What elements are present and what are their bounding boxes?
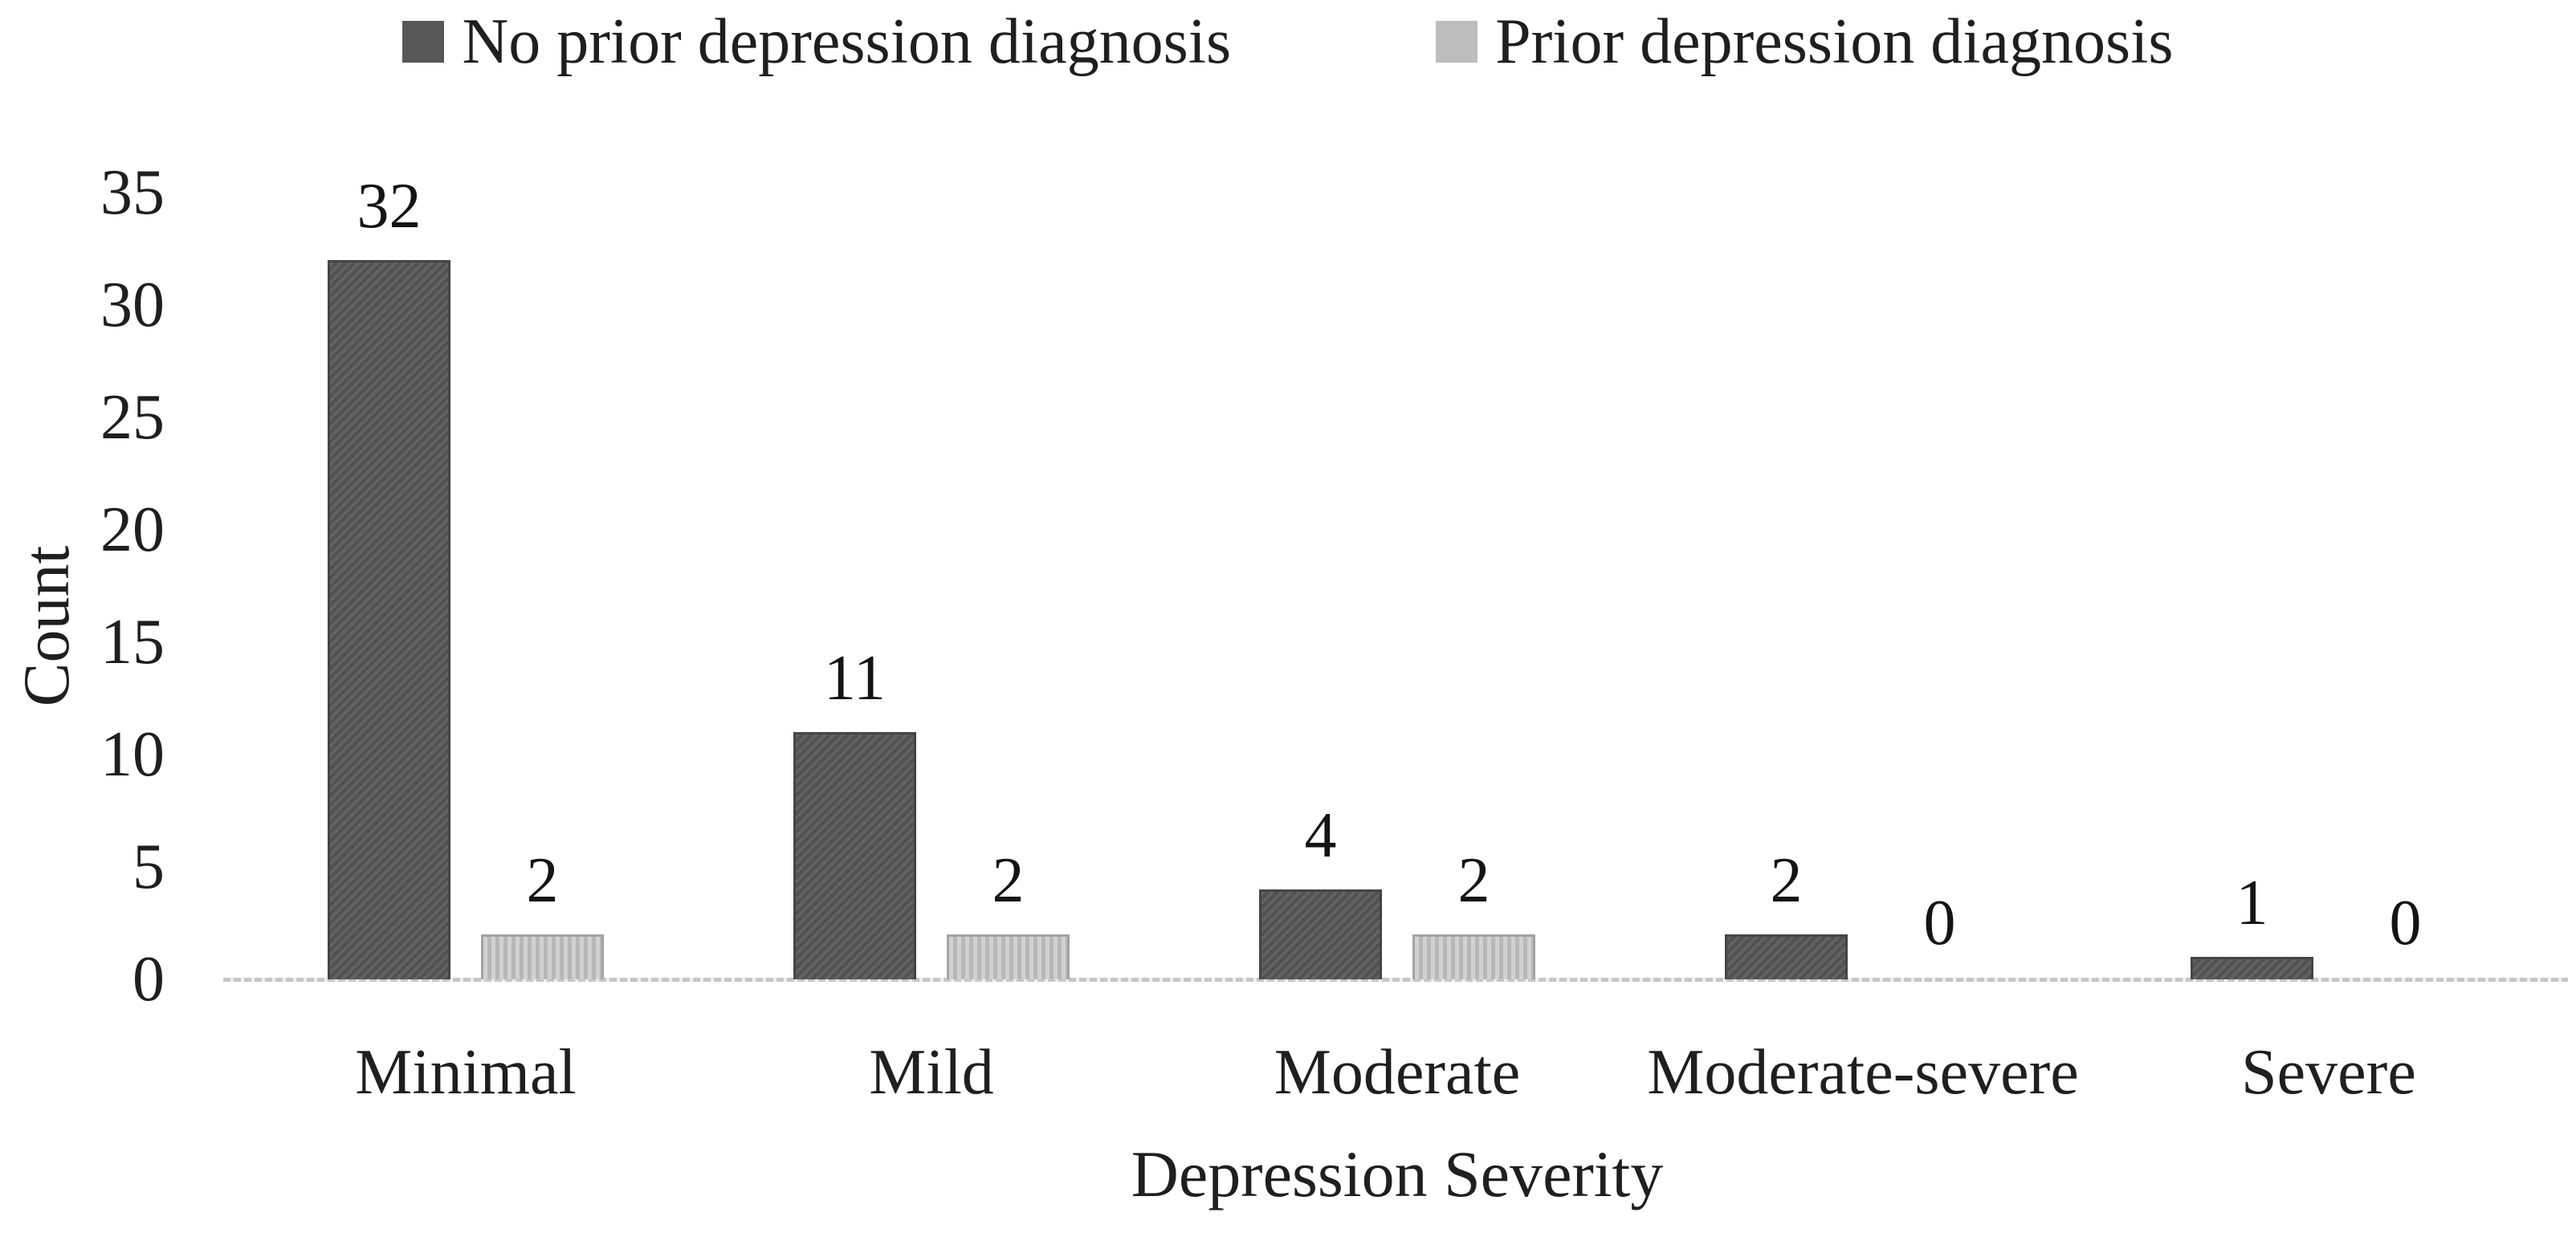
bar-value-label: 2 [992,845,1025,916]
x-axis-title: Depression Severity [1131,1137,1664,1211]
bar-value-label: 0 [1923,888,1956,958]
legend-label: Prior depression diagnosis [1495,6,2174,77]
bar-value-label: 2 [1770,845,1803,916]
bar-prior-depression-diagnosis-minimal: 2 [481,848,604,979]
chart-legend: No prior depression diagnosis Prior depre… [0,5,2576,79]
bar-value-label: 4 [1304,800,1337,871]
y-tick-label-25: 25 [100,382,165,453]
x-category-label-mild: Mild [869,1037,994,1108]
bar-value-label: 32 [357,171,422,242]
bar-no-prior-depression-diagnosis-moderate-severe: 2 [1725,848,1848,979]
bar-no-prior-depression-diagnosis-minimal: 32 [328,174,450,979]
bar-no-prior-depression-diagnosis-moderate: 4 [1259,804,1382,979]
y-tick-label-35: 35 [100,157,165,228]
x-axis-baseline [223,978,2568,982]
x-axis-category-labels: Minimal Mild Moderate Moderate-severe Severe [233,1037,2562,1108]
bar-prior-depression-diagnosis-mild: 2 [947,848,1070,979]
x-category-label-minimal: Minimal [355,1037,577,1108]
legend-item-prior-depression-diagnosis: Prior depression diagnosis [1436,5,2174,79]
plot-area: 32 2 11 2 4 2 2 0 1 0 [223,174,2568,982]
bar-value-label: 11 [823,643,887,714]
y-tick-label-0: 0 [132,944,165,1015]
y-tick-label-10: 10 [100,719,165,790]
y-axis-tick-labels: 0 5 10 15 20 25 30 35 [0,161,165,1011]
y-tick-label-30: 30 [100,270,165,340]
y-tick-label-5: 5 [132,832,165,902]
x-category-label-moderate: Moderate [1274,1037,1521,1108]
bar-group-mild: 11 2 [699,193,1164,979]
y-tick-label-20: 20 [100,494,165,565]
bar-prior-depression-diagnosis-moderate: 2 [1412,848,1535,979]
bar-value-label: 0 [2389,888,2422,958]
bar-no-prior-depression-diagnosis-severe: 1 [2191,871,2313,979]
x-category-label-severe: Severe [2241,1037,2416,1108]
bar-value-label: 2 [1457,845,1490,916]
legend-swatch-icon [402,21,445,63]
x-category-label-moderate-severe: Moderate-severe [1647,1037,2079,1108]
y-tick-label-15: 15 [100,607,165,678]
bar-value-label: 1 [2236,868,2268,939]
legend-label: No prior depression diagnosis [462,6,1232,77]
bar-no-prior-depression-diagnosis-mild: 11 [793,646,916,979]
legend-swatch-icon [1436,21,1478,63]
bar-value-label: 2 [526,845,559,916]
bar-group-minimal: 32 2 [233,174,699,979]
legend-item-no-prior-depression-diagnosis: No prior depression diagnosis [402,5,1231,79]
